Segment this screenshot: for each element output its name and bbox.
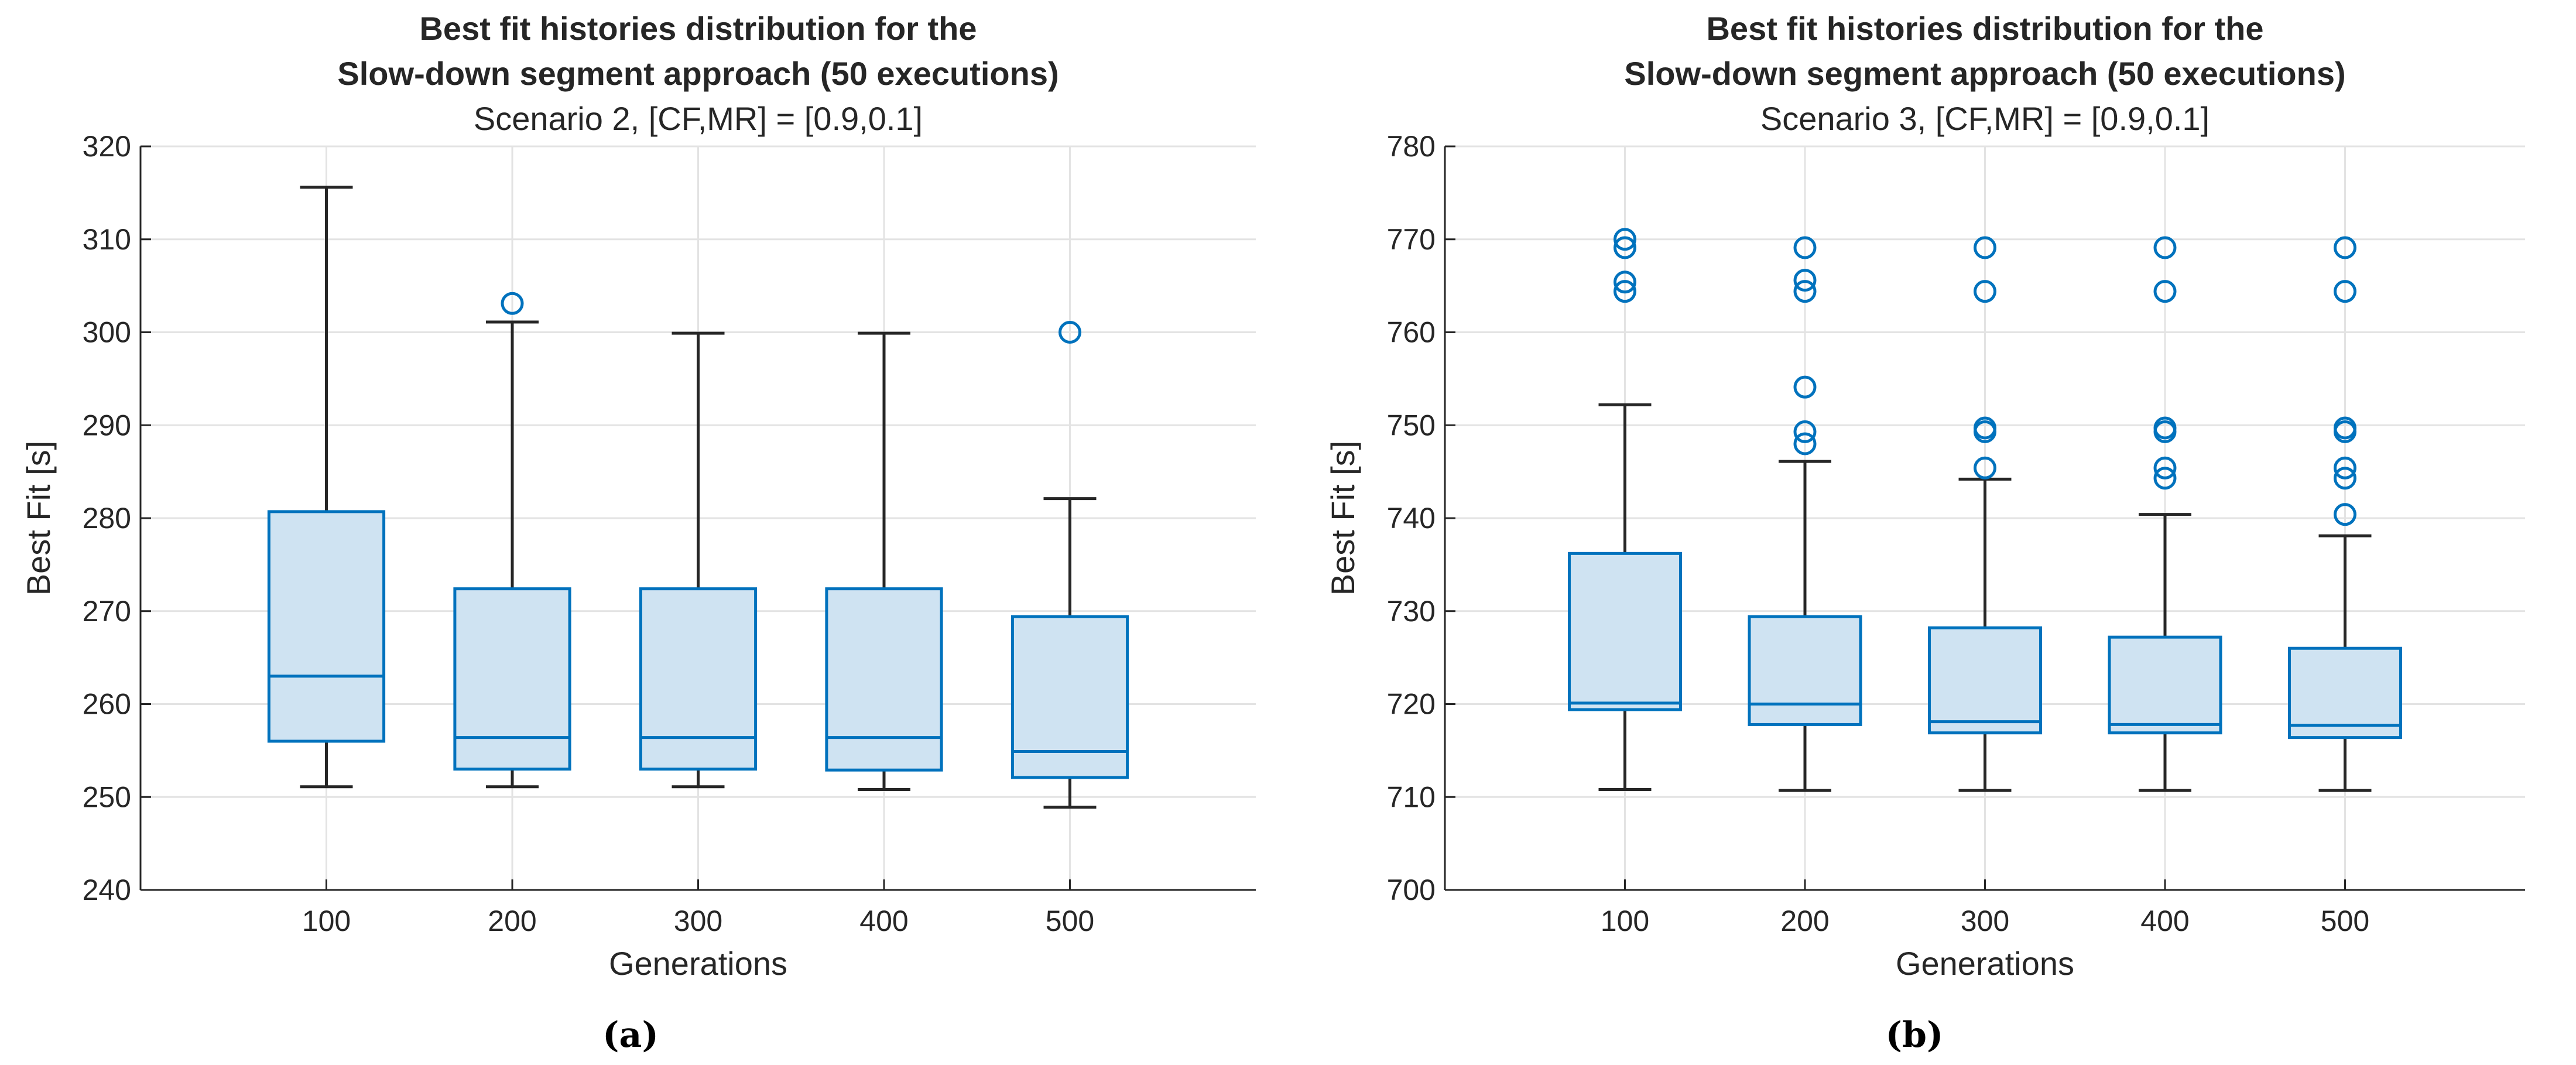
outlier-point	[2334, 280, 2356, 303]
outlier-point	[1793, 269, 1817, 292]
panel-caption: (b)	[1886, 1015, 1944, 1056]
box-iqr	[1927, 626, 2043, 735]
y-tick-label: 710	[1387, 780, 1436, 813]
outlier-point	[2153, 280, 2177, 303]
y-tick-label: 730	[1387, 595, 1436, 628]
box-iqr	[1567, 552, 1683, 711]
outlier-point	[1974, 456, 1996, 480]
outlier-point	[1793, 236, 1817, 259]
box-200	[1748, 236, 1862, 792]
outlier-point	[2153, 467, 2177, 490]
outlier-point	[2153, 456, 2177, 480]
outlier-point	[2153, 236, 2177, 259]
outlier-point	[2334, 416, 2356, 440]
y-tick-label: 320	[83, 130, 131, 163]
y-tick-label: 780	[1387, 130, 1436, 163]
y-tick-label: 300	[83, 316, 131, 349]
box-300	[639, 331, 758, 789]
chart-titles: Best fit histories distribution for the S…	[1624, 10, 2345, 137]
outlier-point	[2334, 236, 2356, 259]
x-tick-label: 300	[674, 905, 722, 937]
box-400	[2108, 236, 2222, 792]
x-tick-label: 200	[488, 905, 536, 937]
chart-subtitle: Scenario 2, [CF,MR] = [0.9,0.1]	[474, 100, 923, 137]
x-tick-label: 400	[859, 905, 908, 937]
chart-panel-b: 700 710 720 730 740 750 760 770 780 100 200 300 400 5…	[1324, 10, 2525, 1056]
x-tick-label: 100	[302, 905, 351, 937]
box-iqr	[2287, 646, 2403, 739]
outlier-point	[2334, 467, 2356, 490]
box-iqr	[639, 587, 758, 771]
y-tick-label: 700	[1387, 874, 1436, 906]
axes: 700 710 720 730 740 750 760 770 780 100 200 300 400 5…	[1387, 130, 2525, 937]
box-100	[267, 186, 386, 789]
chart-title-line1: Best fit histories distribution for the	[419, 10, 977, 47]
outlier-point	[1614, 270, 1636, 294]
y-tick-label: 770	[1387, 223, 1436, 256]
axes: 240 250 260 270 280 290 300 310 320 100 200 300 400 5…	[83, 130, 1256, 937]
chart-subtitle: Scenario 3, [CF,MR] = [0.9,0.1]	[1760, 100, 2210, 137]
box-100	[1567, 228, 1683, 792]
outlier-point	[1793, 420, 1817, 443]
box-400	[825, 331, 943, 792]
y-tick-label: 310	[83, 223, 131, 256]
y-tick-label: 720	[1387, 688, 1436, 721]
y-tick-label: 240	[83, 874, 131, 906]
chart-titles: Best fit histories distribution for the S…	[337, 10, 1059, 137]
y-axis-label: Best Fit [s]	[20, 441, 57, 596]
outlier-point	[1974, 416, 1996, 440]
outlier-point	[1614, 228, 1636, 251]
box-500	[2287, 236, 2403, 792]
y-tick-label: 250	[83, 780, 131, 813]
outlier-point	[501, 292, 524, 315]
chart-title-line2: Slow-down segment approach (50 execution…	[1624, 55, 2345, 92]
x-tick-label: 400	[2140, 905, 2189, 937]
x-tick-label: 500	[1046, 905, 1094, 937]
outlier-point	[1614, 280, 1636, 303]
y-tick-label: 280	[83, 502, 131, 535]
chart-panel-a: 240 250 260 270 280 290 300 310 320 100 200 300 400 5…	[20, 10, 1256, 1056]
outlier-point	[1974, 280, 1996, 303]
y-tick-label: 760	[1387, 316, 1436, 349]
y-tick-label: 740	[1387, 502, 1436, 535]
box-iqr	[453, 587, 571, 771]
x-axis-label: Generations	[609, 945, 787, 982]
box-200	[453, 292, 571, 789]
box-iqr	[825, 587, 943, 772]
x-axis-label: Generations	[1896, 945, 2074, 982]
box-300	[1927, 236, 2043, 792]
chart-title-line1: Best fit histories distribution for the	[1706, 10, 2263, 47]
box-iqr	[1748, 615, 1862, 726]
x-tick-label: 100	[1601, 905, 1649, 937]
outlier-point	[2334, 503, 2356, 526]
outlier-point	[1974, 236, 1996, 259]
x-tick-label: 200	[1780, 905, 1829, 937]
outlier-point	[2153, 416, 2177, 440]
y-axis-label: Best Fit [s]	[1324, 441, 1361, 596]
outlier-point	[1059, 321, 1081, 344]
chart-title-line2: Slow-down segment approach (50 execution…	[337, 55, 1059, 92]
box-500	[1010, 321, 1129, 809]
x-tick-label: 300	[1961, 905, 2009, 937]
y-tick-label: 260	[83, 688, 131, 721]
y-tick-label: 290	[83, 409, 131, 441]
outlier-point	[1793, 280, 1817, 303]
outlier-point	[1793, 432, 1817, 456]
outlier-point	[1793, 375, 1817, 399]
y-tick-label: 270	[83, 595, 131, 628]
x-tick-label: 500	[2321, 905, 2369, 937]
y-tick-label: 750	[1387, 409, 1436, 441]
box-iqr	[2108, 635, 2222, 735]
box-iqr	[267, 510, 386, 743]
outlier-point	[1614, 236, 1636, 259]
panel-caption: (a)	[602, 1015, 659, 1056]
box-iqr	[1010, 615, 1129, 779]
outlier-point	[2334, 456, 2356, 480]
